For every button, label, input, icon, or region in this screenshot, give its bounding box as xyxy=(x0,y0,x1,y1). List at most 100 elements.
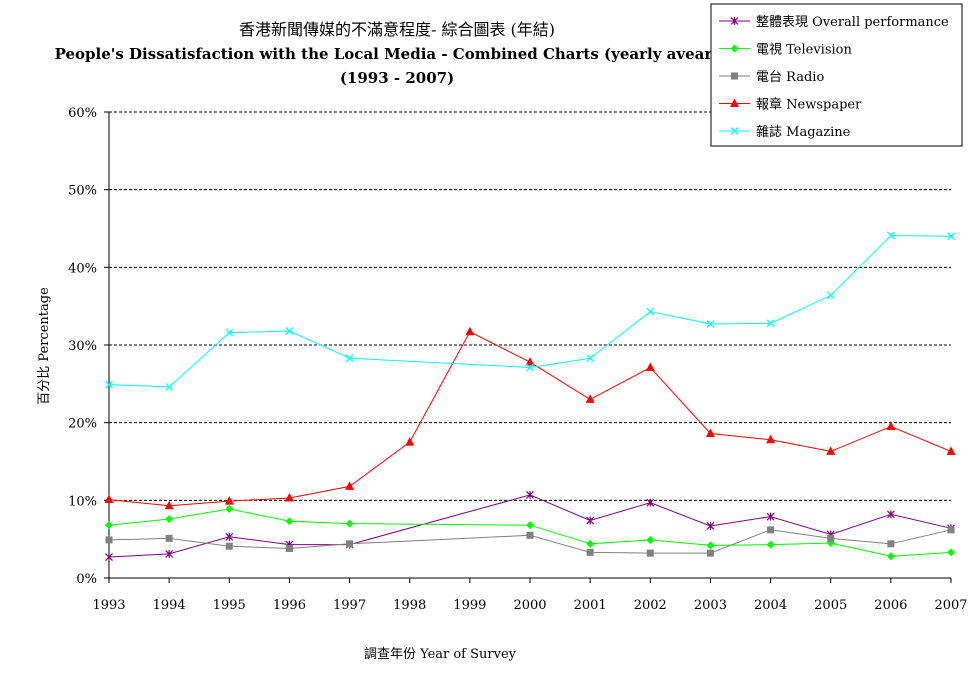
data-point-newspaper xyxy=(224,496,234,505)
y-tick-label: 30% xyxy=(68,339,97,354)
data-point-radio xyxy=(887,540,895,548)
x-tick-label: 1995 xyxy=(213,598,246,613)
data-point-radio xyxy=(706,549,714,557)
chart-subtitle-years: (1993 - 2007) xyxy=(340,69,454,87)
legend-item-newspaper: 報章 Newspaper xyxy=(719,97,862,113)
legend-swatch-marker xyxy=(730,98,739,107)
data-point-radio xyxy=(225,542,233,550)
data-point-overall xyxy=(586,516,595,525)
legend-label: 報章 Newspaper xyxy=(756,97,862,113)
series-radio xyxy=(105,526,955,557)
data-point-magazine xyxy=(826,291,835,300)
data-point-newspaper xyxy=(645,362,655,372)
data-point-television xyxy=(285,517,294,526)
series-layer xyxy=(104,231,956,562)
data-point-radio xyxy=(105,536,113,544)
legend-item-television: 電視 Television xyxy=(719,43,852,58)
data-point-overall xyxy=(886,510,895,519)
data-point-newspaper xyxy=(946,446,956,455)
legend-label: 雜誌 Magazine xyxy=(756,124,851,140)
data-point-radio xyxy=(526,531,534,539)
data-point-overall xyxy=(165,549,174,558)
data-point-newspaper xyxy=(284,493,294,502)
data-point-radio xyxy=(285,544,293,552)
legend-label: 整體表現 Overall performance xyxy=(756,15,949,30)
x-tick-label: 2004 xyxy=(754,598,787,613)
y-tick-labels: 0% 10% 20% 30% 40% 50% 60% xyxy=(68,106,97,587)
data-point-magazine xyxy=(766,319,775,328)
data-point-newspaper xyxy=(705,428,715,438)
axes xyxy=(104,111,952,583)
data-point-magazine xyxy=(105,380,113,389)
x-tick-labels: 1993 1994 1995 1996 1997 1998 1999 2000 2001 2002… xyxy=(92,598,967,613)
data-point-television xyxy=(766,540,775,549)
x-tick-label: 1996 xyxy=(273,598,306,613)
data-point-radio xyxy=(346,540,354,548)
data-point-overall xyxy=(225,532,234,541)
x-tick-label: 1993 xyxy=(92,598,125,613)
legend-item-radio: 電台 Radio xyxy=(719,70,824,85)
data-point-magazine xyxy=(947,232,955,241)
y-tick-label: 0% xyxy=(76,572,97,587)
data-point-radio xyxy=(586,548,594,556)
legend-box xyxy=(710,3,963,147)
series-television xyxy=(105,504,955,561)
legend: 整體表現 Overall performance 電視 Television 電台 … xyxy=(710,3,963,147)
data-point-magazine xyxy=(225,328,234,337)
data-point-television xyxy=(526,521,534,530)
data-point-television xyxy=(345,519,354,528)
x-tick-label: 1994 xyxy=(153,598,186,613)
data-point-television xyxy=(165,514,174,523)
data-point-overall xyxy=(766,512,775,521)
chart-title: 香港新聞傳媒的不滿意程度- 綜合圖表 (年結) xyxy=(239,20,555,39)
legend-item-overall: 整體表現 Overall performance xyxy=(719,15,949,30)
data-point-magazine xyxy=(706,320,715,328)
data-point-television xyxy=(105,521,113,530)
x-tick-label: 2006 xyxy=(874,598,907,613)
data-point-newspaper xyxy=(345,481,355,490)
data-point-newspaper xyxy=(766,434,776,444)
y-axis-label: 百分比 Percentage xyxy=(37,287,52,405)
data-point-overall xyxy=(105,553,113,562)
data-point-newspaper xyxy=(465,326,475,336)
gridlines xyxy=(109,111,951,501)
data-point-radio xyxy=(767,526,775,534)
data-point-television xyxy=(586,539,595,548)
chart-subtitle: People's Dissatisfaction with the Local … xyxy=(55,45,740,63)
legend-swatch-marker xyxy=(731,72,738,80)
y-tick-label: 40% xyxy=(68,261,97,276)
legend-swatch-marker xyxy=(730,127,739,135)
data-point-overall xyxy=(646,498,655,507)
y-tick-label: 60% xyxy=(68,106,97,121)
data-point-magazine xyxy=(285,327,294,335)
x-axis-label: 調查年份 Year of Survey xyxy=(364,647,517,662)
legend-label: 電視 Television xyxy=(756,43,852,58)
data-point-newspaper xyxy=(104,494,114,504)
data-point-magazine xyxy=(646,307,655,316)
data-point-overall xyxy=(706,521,715,530)
data-point-newspaper xyxy=(405,437,415,446)
x-tick-label: 2005 xyxy=(814,598,847,613)
data-point-radio xyxy=(165,534,173,542)
data-point-magazine xyxy=(886,231,895,240)
data-point-television xyxy=(225,504,234,513)
x-tick-label: 2003 xyxy=(694,598,727,613)
x-tick-label: 1999 xyxy=(453,598,486,613)
data-point-radio xyxy=(827,534,835,542)
x-tick-label: 2002 xyxy=(634,598,667,613)
data-point-radio xyxy=(646,549,654,557)
x-tick-label: 2000 xyxy=(513,598,546,613)
data-point-television xyxy=(646,535,655,544)
legend-label: 電台 Radio xyxy=(756,70,824,85)
legend-swatch-marker xyxy=(730,44,739,53)
data-point-radio xyxy=(947,526,955,534)
y-tick-label: 50% xyxy=(68,184,97,199)
series-magazine xyxy=(105,231,955,391)
x-tick-label: 2001 xyxy=(574,598,607,613)
y-tick-label: 20% xyxy=(68,417,97,432)
data-point-magazine xyxy=(165,382,174,391)
data-point-newspaper xyxy=(585,394,595,403)
data-point-magazine xyxy=(586,354,595,363)
data-point-television xyxy=(706,541,715,550)
